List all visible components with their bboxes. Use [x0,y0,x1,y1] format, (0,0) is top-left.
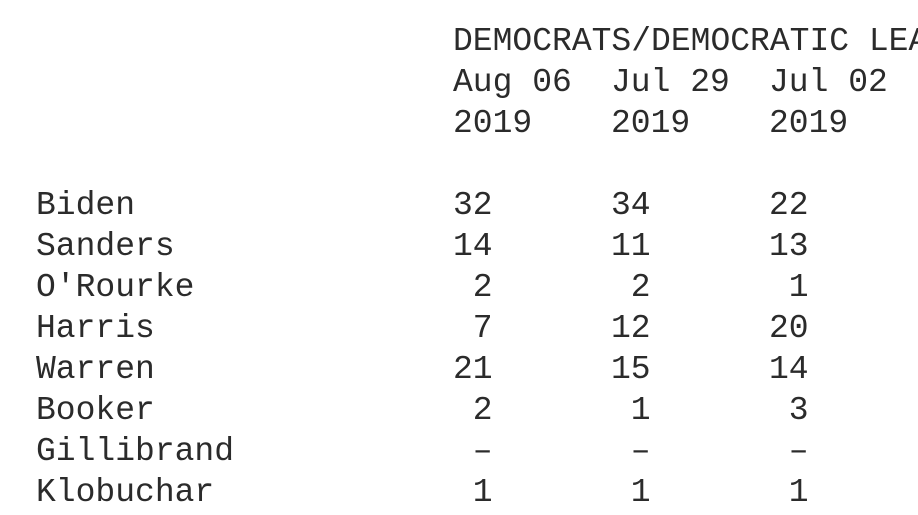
table-cell: 2 [453,390,611,431]
cell-value: 1 [788,474,809,511]
cell-value: – [630,433,651,470]
column-header-date: Aug 06 [453,64,572,101]
table-cell: – [769,431,918,472]
cell-value: 21 [453,351,493,388]
column-header-year: 2019 [611,105,691,142]
row-name: Warren [36,351,155,388]
cell-value: 2 [630,269,651,306]
table-cell: 2 [453,267,611,308]
cell-value: 11 [611,228,651,265]
table-row: Sanders 14 11 13 [36,226,918,267]
table-row: Gillibrand – – – [36,431,918,472]
table-row: Harris 7 12 20 [36,308,918,349]
table-cell: – [611,431,769,472]
title-spacer [36,21,453,62]
row-name: Biden [36,187,136,224]
table-cell: 1 [769,267,918,308]
page-title: DEMOCRATS/DEMOCRATIC LEA [453,23,918,60]
row-name: Gillibrand [36,433,235,470]
column-header-year: 2019 [453,105,533,142]
table-row: Klobuchar 1 1 1 [36,472,918,513]
cell-value: 32 [453,187,493,224]
spacer-line [36,144,918,185]
row-name: O'Rourke [36,269,195,306]
cell-value: 14 [769,351,809,388]
table-row: O'Rourke 2 2 1 [36,267,918,308]
table-cell: 11 [611,226,769,267]
table-cell: 1 [611,472,769,513]
column-header-year: 2019 [769,105,849,142]
cell-value: 1 [630,474,651,511]
row-name: Harris [36,310,155,347]
table-cell: 1 [769,472,918,513]
cell-value: 12 [611,310,651,347]
table-cell: – [453,431,611,472]
table-cell: 1 [611,390,769,431]
table-cell: 34 [611,185,769,226]
cell-value: 15 [611,351,651,388]
table-cell: 1 [453,472,611,513]
column-header-date: Jul 02 [769,64,888,101]
cell-value: 13 [769,228,809,265]
table-cell: 7 [453,308,611,349]
cell-value: 2 [472,392,493,429]
cell-value: 1 [630,392,651,429]
table-cell: 2 [611,267,769,308]
table-row: Booker 2 1 3 [36,390,918,431]
row-name: Sanders [36,228,175,265]
table-cell: 22 [769,185,918,226]
table-cell: 20 [769,308,918,349]
cell-value: 20 [769,310,809,347]
cell-value: – [472,433,493,470]
column-header-date: Jul 29 [611,64,730,101]
poll-table: DEMOCRATS/DEMOCRATIC LEA Aug 06 Jul 29 J… [36,21,918,513]
table-row: Biden 32 34 22 [36,185,918,226]
table-cell: 14 [453,226,611,267]
table-cell: 3 [769,390,918,431]
cell-value: 7 [472,310,493,347]
row-name: Booker [36,392,155,429]
cell-value: 1 [788,269,809,306]
column-header-dates: Aug 06 Jul 29 Jul 02 [36,62,918,103]
header-spacer [36,103,453,144]
cell-value: 34 [611,187,651,224]
table-cell: 14 [769,349,918,390]
header-spacer [36,62,453,103]
column-header-years: 2019 2019 2019 [36,103,918,144]
table-cell: 21 [453,349,611,390]
table-cell: 13 [769,226,918,267]
title-line: DEMOCRATS/DEMOCRATIC LEA [36,21,918,62]
cell-value: 3 [788,392,809,429]
table-row: Warren 21 15 14 [36,349,918,390]
cell-value: 22 [769,187,809,224]
cell-value: 1 [472,474,493,511]
cell-value: 2 [472,269,493,306]
cell-value: – [788,433,809,470]
table-cell: 12 [611,308,769,349]
table-cell: 15 [611,349,769,390]
row-name: Klobuchar [36,474,215,511]
cell-value: 14 [453,228,493,265]
table-cell: 32 [453,185,611,226]
